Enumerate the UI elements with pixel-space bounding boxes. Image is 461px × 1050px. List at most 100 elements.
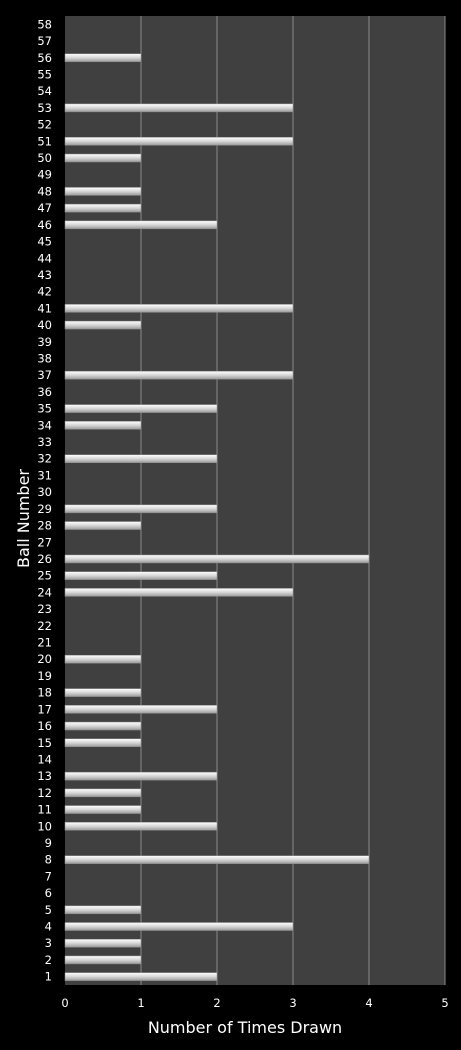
x-tick-label: 2 <box>213 996 220 1010</box>
bar-ball-13 <box>64 771 218 781</box>
y-tick-labels: 1234567891011121314151617181920212223242… <box>37 17 52 983</box>
y-tick-label: 33 <box>37 435 52 449</box>
y-tick-label: 47 <box>37 201 52 215</box>
y-tick-label: 48 <box>37 184 52 198</box>
y-tick-label: 41 <box>37 301 52 315</box>
y-tick-label: 16 <box>37 719 52 733</box>
y-tick-label: 27 <box>37 535 52 549</box>
bar-ball-40 <box>64 320 142 330</box>
bar-ball-12 <box>64 788 142 798</box>
y-tick-label: 14 <box>37 752 52 766</box>
bar-ball-15 <box>64 738 142 747</box>
x-tick-label: 0 <box>61 996 68 1010</box>
bar-ball-5 <box>64 905 142 915</box>
y-tick-label: 31 <box>37 468 52 482</box>
y-tick-label: 6 <box>45 886 52 900</box>
y-tick-label: 43 <box>37 268 52 282</box>
y-tick-label: 34 <box>37 418 52 432</box>
bar-ball-18 <box>64 688 142 697</box>
bar-ball-35 <box>64 404 218 413</box>
y-tick-label: 1 <box>45 970 52 984</box>
x-tick-label: 4 <box>365 996 372 1010</box>
x-tick-label: 5 <box>441 996 448 1010</box>
y-tick-label: 5 <box>45 903 52 917</box>
y-tick-label: 30 <box>37 485 52 499</box>
bar-ball-41 <box>64 304 294 313</box>
y-tick-label: 9 <box>45 836 52 850</box>
y-tick-label: 25 <box>37 569 52 583</box>
y-tick-label: 29 <box>37 502 52 516</box>
y-tick-label: 23 <box>37 602 52 616</box>
y-tick-label: 53 <box>37 101 52 115</box>
y-tick-label: 38 <box>37 351 52 365</box>
bar-ball-3 <box>64 938 142 948</box>
y-tick-label: 11 <box>37 803 52 817</box>
bar-ball-17 <box>64 705 218 714</box>
y-tick-label: 49 <box>37 168 52 182</box>
bar-ball-24 <box>64 588 294 597</box>
y-tick-label: 36 <box>37 385 52 399</box>
bar-ball-51 <box>64 137 294 146</box>
bar-ball-20 <box>64 654 142 664</box>
bar-ball-11 <box>64 805 142 814</box>
y-tick-label: 13 <box>37 769 52 783</box>
y-tick-label: 37 <box>37 368 52 382</box>
y-tick-label: 17 <box>37 702 52 716</box>
y-tick-label: 10 <box>37 819 52 833</box>
bar-ball-16 <box>64 721 142 731</box>
bar-ball-34 <box>64 421 142 430</box>
y-tick-label: 24 <box>37 585 52 599</box>
bar-ball-2 <box>64 955 142 965</box>
x-tick-label: 3 <box>289 996 296 1010</box>
y-tick-label: 55 <box>37 67 52 81</box>
bar-ball-1 <box>64 972 218 981</box>
bar-ball-25 <box>64 571 218 580</box>
y-tick-label: 4 <box>45 920 52 934</box>
y-tick-label: 21 <box>37 636 52 650</box>
y-axis-label: Ball Number <box>14 469 33 568</box>
y-tick-label: 51 <box>37 134 52 148</box>
y-tick-label: 52 <box>37 118 52 132</box>
y-tick-label: 7 <box>45 869 52 883</box>
y-tick-label: 18 <box>37 686 52 700</box>
bar-ball-37 <box>64 370 294 380</box>
y-tick-label: 28 <box>37 519 52 533</box>
bar-ball-47 <box>64 203 142 213</box>
y-tick-label: 50 <box>37 151 52 165</box>
bar-ball-53 <box>64 103 294 113</box>
y-tick-label: 45 <box>37 235 52 249</box>
bar-ball-56 <box>64 53 142 63</box>
y-tick-label: 3 <box>45 936 52 950</box>
bars <box>64 53 370 981</box>
y-tick-label: 26 <box>37 552 52 566</box>
bar-ball-4 <box>64 922 294 931</box>
y-tick-label: 19 <box>37 669 52 683</box>
bar-ball-8 <box>64 855 370 864</box>
bar-ball-10 <box>64 822 218 831</box>
y-tick-label: 42 <box>37 285 52 299</box>
y-tick-label: 46 <box>37 218 52 232</box>
bar-ball-48 <box>64 187 142 196</box>
y-tick-label: 22 <box>37 619 52 633</box>
y-tick-label: 8 <box>45 853 52 867</box>
y-tick-label: 35 <box>37 402 52 416</box>
y-tick-label: 57 <box>37 34 52 48</box>
y-tick-label: 12 <box>37 786 52 800</box>
y-tick-label: 56 <box>37 51 52 65</box>
bar-ball-29 <box>64 504 218 514</box>
y-tick-label: 39 <box>37 335 52 349</box>
y-tick-label: 2 <box>45 953 52 967</box>
bar-ball-32 <box>64 454 218 463</box>
bar-ball-50 <box>64 153 142 163</box>
y-tick-label: 58 <box>37 17 52 31</box>
y-tick-label: 54 <box>37 84 52 98</box>
x-tick-label: 1 <box>137 996 144 1010</box>
y-tick-label: 15 <box>37 736 52 750</box>
x-axis-label: Number of Times Drawn <box>148 1018 342 1037</box>
y-tick-label: 40 <box>37 318 52 332</box>
y-tick-label: 32 <box>37 452 52 466</box>
y-tick-label: 44 <box>37 251 52 265</box>
bar-ball-26 <box>64 554 370 564</box>
x-tick-labels: 0 1 2 3 4 5 <box>61 996 448 1010</box>
